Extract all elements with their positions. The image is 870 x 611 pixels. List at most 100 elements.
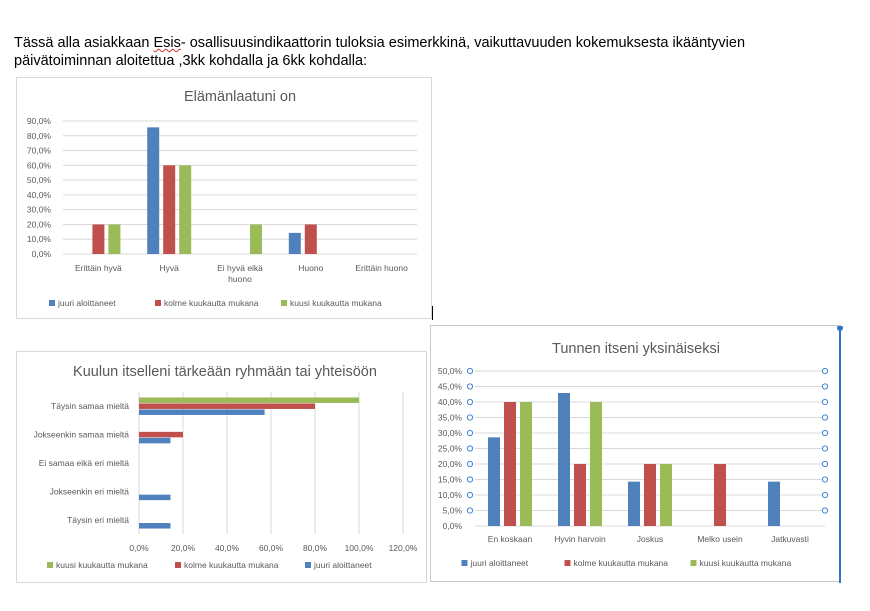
selection-handle [821, 445, 829, 452]
chart-belonging-svg: Kuulun itselleni tärkeään ryhmään tai yh… [34, 364, 418, 570]
intro-line1-before: Tässä alla asiakkaan [14, 35, 154, 51]
chart-title: Kuulun itselleni tärkeään ryhmään tai yh… [73, 364, 377, 380]
y-tick-label: 50,0% [438, 366, 463, 376]
bar [574, 464, 586, 526]
y-tick-label: 25,0% [438, 444, 463, 454]
bar [250, 224, 262, 254]
intro-line-2: päivätoiminnan aloitettua ,3kk kohdalla … [14, 53, 368, 69]
legend-label: kuusi kuukautta mukana [56, 560, 148, 570]
chart-quality-of-life-svg: Elämänlaatuni on 0,0% 10,0% 20,0% 30,0% 40,0%… [27, 89, 417, 308]
bar [139, 523, 171, 529]
text-cursor [432, 306, 433, 320]
resize-handle [837, 326, 843, 331]
selection-handle [466, 445, 474, 452]
y-tick-label: 45,0% [438, 382, 463, 392]
y-tick-label: 0,0% [443, 521, 463, 531]
chart-loneliness[interactable]: Tunnen itseni yksinäiseksi 0,0% 5,0% 10,0% 1… [430, 325, 843, 583]
bar [558, 393, 570, 526]
selection-handle [466, 414, 474, 421]
selection-handle [821, 460, 829, 468]
chart-title: Tunnen itseni yksinäiseksi [552, 341, 720, 357]
y-tick-label: 40,0% [27, 190, 52, 200]
bar [520, 402, 532, 526]
legend-swatch [155, 300, 161, 306]
selection-handle [466, 398, 474, 406]
bar [163, 165, 176, 254]
y-tick-label: Täysin samaa mieltä [51, 401, 129, 411]
intro-line-1: Tässä alla asiakkaan Esis- osallisuusind… [14, 34, 864, 52]
x-tick-label: Erittäin hyvä [75, 263, 122, 273]
bar [139, 397, 359, 403]
legend-label: kuusi kuukautta mukana [290, 298, 382, 308]
legend-label: kolme kuukautta mukana [574, 558, 669, 568]
bar [628, 481, 640, 526]
selection-handle [821, 367, 829, 375]
selection-handle [466, 429, 474, 437]
y-tick-label: Täysin eri mieltä [67, 515, 129, 525]
chart-belonging: Kuulun itselleni tärkeään ryhmään tai yh… [16, 351, 427, 583]
y-tick-label: 30,0% [438, 428, 463, 438]
y-tick-label: 10,0% [438, 490, 463, 500]
y-tick-label: 20,0% [27, 219, 52, 229]
legend-swatch [690, 560, 697, 566]
bar [660, 464, 672, 526]
legend-label: kuusi kuukautta mukana [700, 558, 792, 568]
selection-handle [821, 383, 829, 390]
intro-text: Tässä alla asiakkaan Esis- osallisuusind… [14, 34, 864, 70]
esis-word: Esis [153, 35, 181, 51]
y-tick-label: 5,0% [443, 506, 463, 516]
chart-loneliness-svg: Tunnen itseni yksinäiseksi 0,0% 5,0% 10,0% 1… [438, 326, 843, 583]
selection-handle [466, 460, 474, 468]
x-tick-label-line: Ei hyvä eikä [217, 263, 263, 273]
selection-handle [466, 367, 474, 375]
y-tick-label: 50,0% [27, 175, 52, 185]
y-tick-label: 15,0% [438, 475, 463, 485]
legend-swatch [49, 300, 55, 306]
y-tick-label: 10,0% [27, 234, 52, 244]
bar [139, 403, 315, 409]
bar [504, 402, 516, 526]
x-tick-label: 20,0% [171, 543, 196, 553]
x-tick-label: 0,0% [129, 543, 149, 553]
x-tick-label: Hyvä [160, 263, 180, 273]
x-tick-label: Hyvin harvoin [554, 534, 606, 544]
x-tick-label: En koskaan [488, 534, 533, 544]
legend-label: kolme kuukautta mukana [184, 560, 279, 570]
bar [179, 165, 192, 254]
legend-label: juuri aloittaneet [470, 558, 529, 568]
y-tick-label: 20,0% [438, 459, 463, 469]
x-tick-label: Ei hyvä eikä huono [217, 263, 263, 284]
x-tick-label: 80,0% [303, 543, 328, 553]
x-tick-label-line: huono [228, 274, 252, 284]
selection-handle [821, 429, 829, 437]
bar [108, 224, 121, 254]
x-tick-label: Joskus [637, 534, 663, 544]
x-tick-label: 100,0% [345, 543, 374, 553]
bar [714, 464, 726, 526]
y-tick-label: 35,0% [438, 413, 463, 423]
bar [488, 437, 500, 526]
selection-handle [466, 507, 474, 514]
bar [147, 127, 160, 254]
bar [288, 232, 301, 254]
selection-handle [466, 491, 474, 499]
y-tick-label: 60,0% [27, 160, 52, 170]
x-tick-label: 60,0% [259, 543, 284, 553]
x-tick-label: Huono [298, 263, 323, 273]
x-tick-label: Melko usein [697, 534, 743, 544]
bar [139, 431, 183, 438]
legend-swatch [461, 560, 468, 566]
bar [304, 224, 317, 254]
bar [139, 409, 265, 415]
bar [139, 494, 171, 501]
legend-swatch [175, 562, 181, 568]
bar [92, 224, 105, 254]
bar [590, 402, 602, 526]
y-tick-label: 0,0% [32, 249, 52, 259]
y-tick-label: 80,0% [27, 131, 52, 141]
legend-swatch [305, 562, 311, 568]
legend-swatch [281, 300, 287, 306]
selection-handle [466, 476, 474, 483]
chart-quality-of-life: Elämänlaatuni on 0,0% 10,0% 20,0% 30,0% 40,0%… [16, 77, 432, 319]
x-tick-label: 40,0% [215, 543, 240, 553]
